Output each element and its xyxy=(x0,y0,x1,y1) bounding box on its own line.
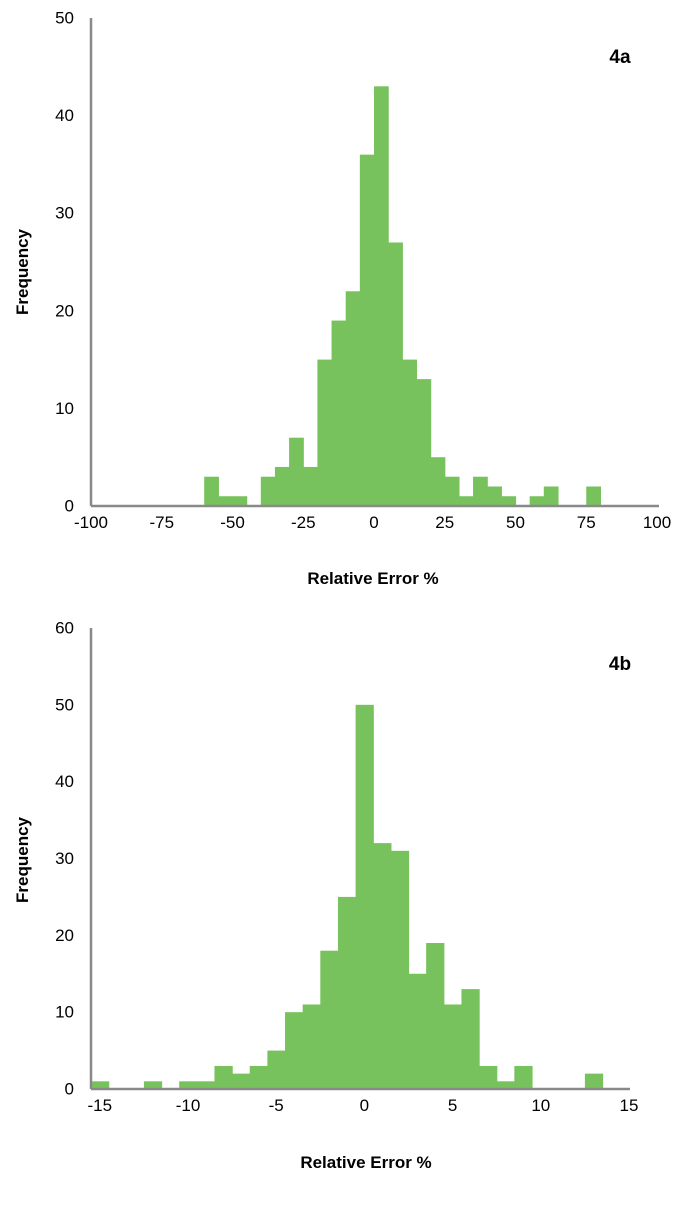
histogram-bar xyxy=(390,850,410,1089)
x-tick-label: 50 xyxy=(506,513,525,532)
histogram-bar xyxy=(218,496,234,506)
x-tick-labels-4b: -15 -10 -5 0 5 10 15 xyxy=(88,1096,639,1115)
y-tick-label: 0 xyxy=(65,1080,74,1099)
histogram-bar xyxy=(543,486,559,506)
panel-label-4a: 4a xyxy=(609,47,631,68)
x-tick-label: -75 xyxy=(149,513,174,532)
histogram-bar xyxy=(91,1081,110,1089)
histogram-bar xyxy=(232,496,248,506)
histogram-bar xyxy=(204,476,219,506)
histogram-bar xyxy=(274,466,290,506)
histogram-bar xyxy=(444,476,460,506)
histogram-4a: 0 10 20 30 40 50 -100 -75 -50 -25 0 25 50 75 100 4a R… xyxy=(13,9,671,589)
y-tick-labels-4a: 0 10 20 30 40 50 xyxy=(55,9,74,516)
histogram-bar xyxy=(388,242,403,507)
bars-4a xyxy=(204,86,601,507)
y-tick-label: 10 xyxy=(55,399,74,418)
histogram-bar xyxy=(373,843,392,1089)
x-tick-label: 5 xyxy=(448,1096,457,1115)
y-tick-label: 50 xyxy=(55,695,74,714)
bars-4b xyxy=(91,704,604,1089)
y-axis-title-4b: Frequency xyxy=(13,816,32,903)
histogram-bar xyxy=(408,973,427,1089)
y-tick-label: 40 xyxy=(55,772,74,791)
histogram-bar xyxy=(317,359,333,506)
histogram-bar xyxy=(374,86,389,506)
histogram-bar xyxy=(501,496,517,506)
y-tick-label: 60 xyxy=(55,619,74,638)
histogram-bar xyxy=(302,1004,321,1089)
x-axis-title-4b: Relative Error % xyxy=(300,1153,431,1172)
y-axis-title-4a: Frequency xyxy=(13,228,32,315)
x-tick-label: 0 xyxy=(360,1096,369,1115)
x-tick-labels-4a: -100 -75 -50 -25 0 25 50 75 100 xyxy=(74,513,671,532)
histogram-bar xyxy=(514,1065,533,1089)
y-tick-label: 20 xyxy=(55,926,74,945)
histogram-bar xyxy=(355,704,374,1089)
histogram-bar xyxy=(320,950,339,1089)
histogram-bar xyxy=(359,154,375,506)
histogram-bar xyxy=(426,943,445,1089)
x-tick-label: -25 xyxy=(291,513,316,532)
histogram-bar xyxy=(331,320,347,506)
histogram-bar xyxy=(232,1073,251,1089)
histogram-bar xyxy=(443,1004,463,1089)
y-tick-label: 40 xyxy=(55,106,74,125)
histogram-bar xyxy=(430,457,446,506)
x-tick-label: 10 xyxy=(531,1096,550,1115)
x-axis-title-4a: Relative Error % xyxy=(307,569,438,588)
histogram-bar xyxy=(179,1081,198,1089)
histogram-bar xyxy=(143,1081,163,1089)
histogram-bar xyxy=(416,379,432,506)
histogram-bar xyxy=(402,359,418,506)
histogram-bar xyxy=(461,989,480,1089)
histogram-bar xyxy=(267,1050,286,1089)
x-tick-label: -50 xyxy=(220,513,245,532)
panel-label-4b: 4b xyxy=(609,654,631,675)
x-tick-label: -100 xyxy=(74,513,108,532)
x-tick-label: -10 xyxy=(176,1096,201,1115)
histogram-bar xyxy=(260,476,276,506)
histogram-bar xyxy=(249,1065,268,1089)
histogram-bar xyxy=(529,496,545,506)
y-tick-label: 0 xyxy=(65,497,74,516)
x-tick-label: -5 xyxy=(269,1096,284,1115)
y-tick-label: 50 xyxy=(55,9,74,28)
histogram-bar xyxy=(345,291,361,506)
x-tick-label: 0 xyxy=(369,513,378,532)
histogram-bar xyxy=(303,466,318,506)
histogram-bar xyxy=(473,476,488,506)
x-tick-label: 100 xyxy=(643,513,671,532)
histogram-bar xyxy=(214,1065,233,1089)
histogram-4b: 0 10 20 30 40 50 60 -15 -10 -5 0 5 10 15 4b Relative… xyxy=(13,619,638,1173)
histogram-bar xyxy=(584,1073,604,1089)
histogram-bar xyxy=(479,1065,498,1089)
histogram-bar xyxy=(337,896,357,1089)
y-tick-label: 30 xyxy=(55,204,74,223)
y-tick-label: 10 xyxy=(55,1003,74,1022)
histogram-bar xyxy=(196,1081,216,1089)
x-tick-label: 25 xyxy=(435,513,454,532)
y-tick-label: 30 xyxy=(55,849,74,868)
x-tick-label: 15 xyxy=(620,1096,639,1115)
y-tick-label: 20 xyxy=(55,301,74,320)
y-tick-labels-4b: 0 10 20 30 40 50 60 xyxy=(55,619,74,1099)
x-tick-label: 75 xyxy=(577,513,596,532)
histogram-bar xyxy=(458,496,474,506)
histogram-bar xyxy=(285,1012,304,1089)
histogram-bar xyxy=(586,486,601,506)
x-tick-label: -15 xyxy=(88,1096,113,1115)
histogram-bar xyxy=(487,486,502,506)
histogram-bar xyxy=(289,437,304,506)
histogram-bar xyxy=(496,1081,515,1089)
